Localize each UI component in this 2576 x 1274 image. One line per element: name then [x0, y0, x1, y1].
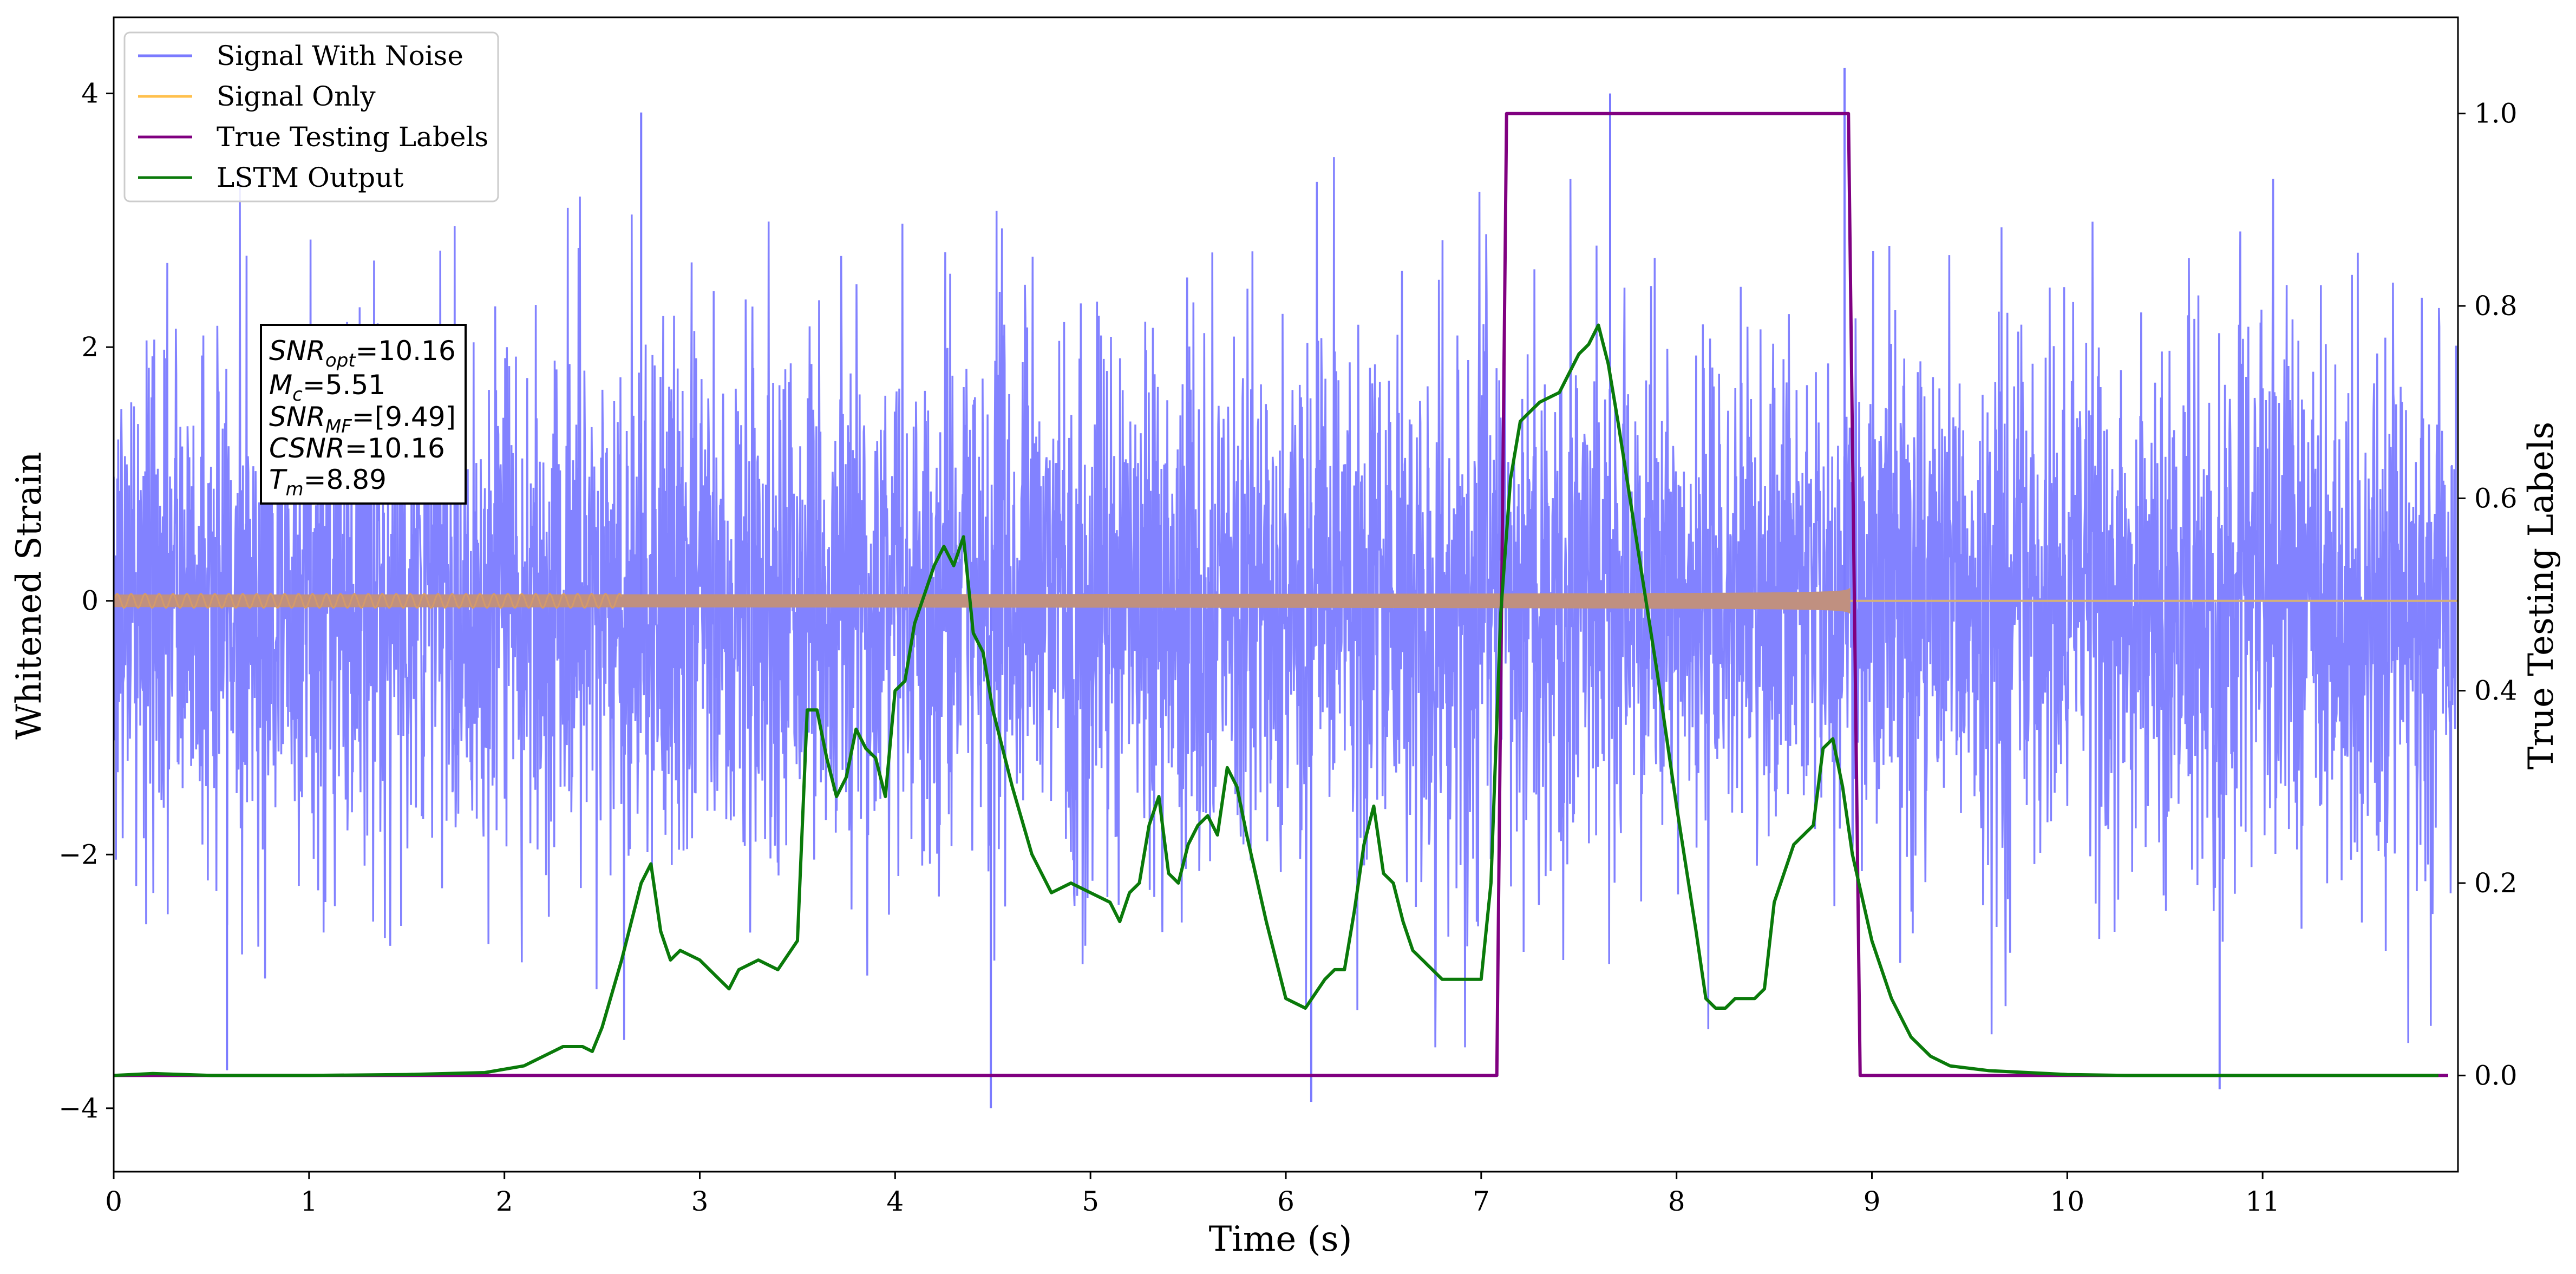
annotation-snr-mf-main: SNR: [269, 401, 325, 433]
signal-only-series: [114, 587, 2458, 614]
annotation-snr-opt-main: SNR: [269, 335, 325, 367]
annotation-tm-main: T: [269, 464, 287, 495]
signal-only-oscillation: [114, 593, 623, 609]
x-tick-label: 7: [1473, 1186, 1490, 1217]
annotation-snr-mf-value: =[9.49]: [352, 401, 456, 433]
x-tick-label: 3: [691, 1186, 709, 1217]
y-left-tick-label: 0: [81, 585, 99, 617]
annotation-tm-sub: m: [286, 479, 304, 500]
annotation-line-tm: Tm=8.89: [269, 464, 387, 500]
signal-with-noise-line: [114, 157, 2457, 1048]
x-tick-label: 2: [496, 1186, 513, 1217]
legend-label-lstm-output: LSTM Output: [217, 162, 403, 193]
x-tick-label: 1: [300, 1186, 318, 1217]
annotation-snr-opt-sub: opt: [325, 350, 356, 371]
y-left-tick-label: 4: [81, 78, 99, 109]
annotation-line-snr-mf: SNRMF=[9.49]: [269, 401, 456, 437]
legend-label-signal-with-noise: Signal With Noise: [217, 40, 463, 71]
annotation-snr-mf-sub: MF: [325, 416, 352, 437]
annotation-csnr-value: =10.16: [345, 433, 445, 464]
y-axis-left: −4 −2 0 2 4: [58, 78, 114, 1124]
y-right-tick-label: 0.6: [2474, 482, 2518, 514]
y-left-tick-label: −4: [58, 1093, 99, 1124]
x-tick-label: 10: [2050, 1186, 2085, 1217]
annotation-mc-main: M: [269, 369, 292, 401]
x-tick-label: 0: [105, 1186, 122, 1217]
legend-label-true-testing-labels: True Testing Labels: [217, 121, 488, 153]
annotation-mc-sub: c: [292, 384, 303, 406]
y-axis-right-label: True Testing Labels: [2521, 422, 2561, 770]
y-right-tick-label: 0.2: [2474, 867, 2518, 899]
annotation-box: SNRopt=10.16 Mc=5.51 SNRMF=[9.49] CSNR=1…: [260, 324, 467, 505]
x-tick-label: 6: [1277, 1186, 1294, 1217]
annotation-mc-value: =5.51: [303, 369, 385, 401]
annotation-frame: [260, 324, 467, 505]
y-axis-left-label: Whitened Strain: [9, 452, 49, 739]
lstm-output-series: [114, 323, 2438, 1077]
lstm-output-line: [114, 323, 2438, 1077]
y-right-tick-label: 1.0: [2474, 98, 2518, 129]
legend-box: [123, 31, 499, 202]
y-right-tick-label: 0.4: [2474, 675, 2518, 707]
signal-only-envelope: [114, 587, 1851, 614]
legend: Signal With Noise Signal Only True Testi…: [123, 31, 499, 202]
y-right-tick-label: 0.8: [2474, 290, 2518, 322]
x-tick-label: 5: [1082, 1186, 1099, 1217]
true-testing-labels-line: [114, 112, 2448, 1077]
true-testing-labels-series: [114, 112, 2448, 1077]
x-tick-label: 8: [1668, 1186, 1685, 1217]
y-left-tick-label: 2: [81, 331, 99, 363]
x-axis: 0 1 2 3 4 5 6 7 8 9 10 11: [105, 1172, 2280, 1217]
annotation-snr-opt-value: =10.16: [356, 335, 456, 367]
annotation-csnr-main: CSNR: [269, 433, 345, 464]
x-tick-label: 4: [886, 1186, 904, 1217]
annotation-line-csnr: CSNR=10.16: [269, 433, 445, 464]
y-right-tick-label: 0.0: [2474, 1060, 2518, 1091]
y-axis-right: 0.0 0.2 0.4 0.6 0.8 1.0: [2458, 98, 2518, 1091]
annotation-tm-value: =8.89: [304, 464, 387, 495]
x-tick-label: 11: [2245, 1186, 2280, 1217]
signal-with-noise-series: [114, 68, 2457, 1108]
x-tick-label: 9: [1864, 1186, 1881, 1217]
annotation-line-snr-opt: SNRopt=10.16: [269, 335, 456, 371]
x-axis-label: Time (s): [1209, 1219, 1352, 1259]
legend-label-signal-only: Signal Only: [217, 81, 376, 112]
y-left-tick-label: −2: [58, 839, 99, 870]
annotation-line-mc: Mc=5.51: [269, 369, 385, 406]
